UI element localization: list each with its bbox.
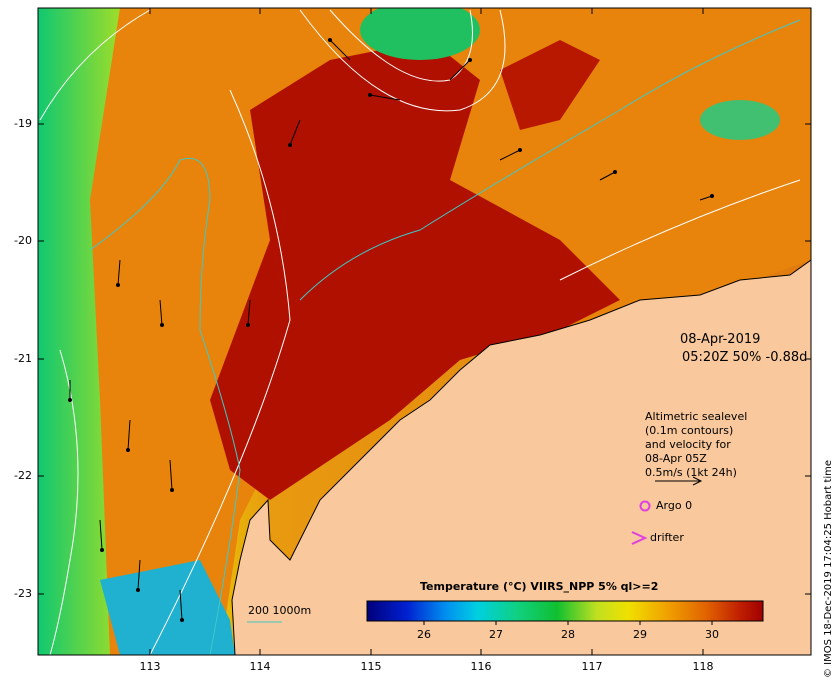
warmest-water-region (210, 40, 620, 500)
map-frame (37, 7, 812, 656)
lon-label: 116 (470, 660, 492, 673)
colorbar-tick-label: 29 (633, 628, 647, 641)
colorbar-title: Temperature (°C) VIIRS_NPP 5% ql>=2 (420, 580, 659, 593)
lat-label: -20 (14, 234, 32, 247)
image-date: 08-Apr-2019 (680, 332, 761, 347)
legend-text: (0.1m contours) (645, 424, 734, 437)
lon-label: 115 (360, 660, 382, 673)
copyright-notice: © IMOS 18-Dec-2019 17:04:25 Hobart time (823, 459, 834, 678)
lon-label: 113 (139, 660, 161, 673)
lat-label: -21 (14, 352, 32, 365)
argo-marker-icon (639, 500, 651, 512)
isobath-lines (89, 19, 801, 655)
colorbar (366, 600, 764, 622)
lon-label: 114 (249, 660, 271, 673)
argo-label: Argo 0 (656, 499, 693, 512)
sealevel-contours (39, 9, 801, 655)
lat-label: -19 (14, 117, 32, 130)
colorbar-ticks (423, 621, 713, 625)
drifter-label: drifter (650, 531, 684, 544)
colorbar-tick-label: 28 (561, 628, 575, 641)
lon-label: 118 (692, 660, 714, 673)
colorbar-tick-label: 30 (705, 628, 719, 641)
image-time-info: 05:20Z 50% -0.88d (682, 350, 808, 365)
cool-water-patch (360, 8, 480, 60)
cool-coastal-water (100, 560, 235, 655)
lon-label: 117 (581, 660, 603, 673)
velocity-arrows (68, 38, 714, 622)
colorbar-tick-label: 26 (417, 628, 431, 641)
legend-text: Altimetric sealevel (645, 410, 748, 423)
colorbar-tick-label: 27 (489, 628, 503, 641)
drifter-marker-icon (631, 531, 648, 545)
land-mass (231, 259, 811, 655)
legend-text: and velocity for (645, 438, 731, 451)
legend-text: 0.5m/s (1kt 24h) (645, 466, 737, 479)
lat-label: -23 (14, 587, 32, 600)
legend-text: 08-Apr 05Z (645, 452, 707, 465)
axis-ticks (38, 8, 811, 655)
lat-label: -22 (14, 469, 32, 482)
isobath-label: 200 1000m (248, 604, 312, 617)
